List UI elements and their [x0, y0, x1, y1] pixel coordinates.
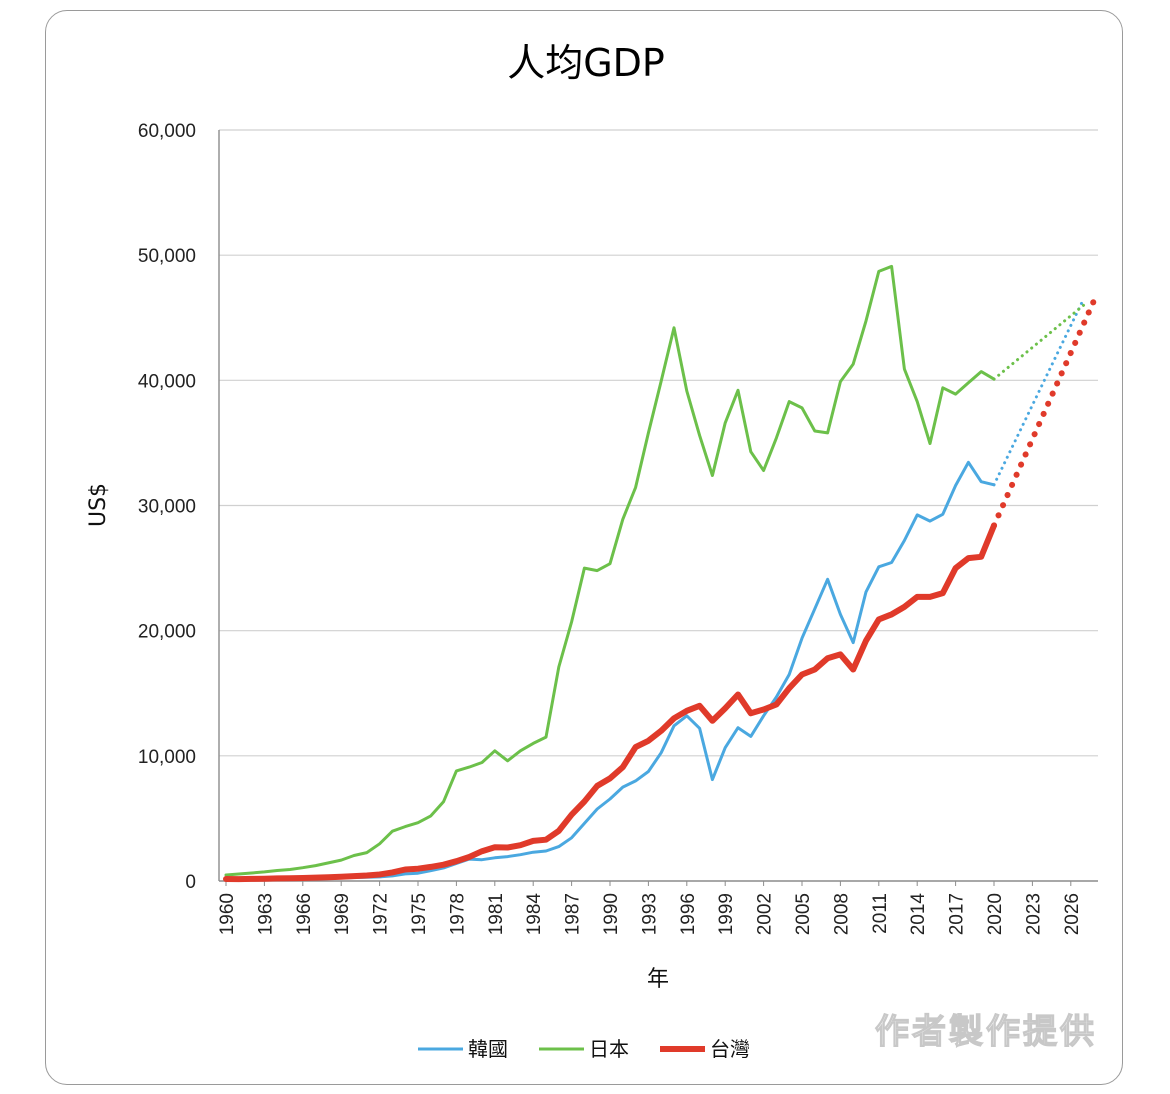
chart-title: 人均GDP — [507, 41, 665, 85]
legend-label: 台灣 — [710, 1037, 750, 1061]
y-tick-label: 30,000 — [138, 497, 196, 518]
y-tick-label: 20,000 — [138, 622, 196, 643]
x-tick-label: 1990 — [601, 893, 622, 935]
watermark-text: 作者製作提供 — [875, 1012, 1097, 1052]
x-axis-ticks: 1960 1963 1966 1969 1972 1975 1978 1981 1984 1987… — [217, 881, 1083, 935]
x-tick-label: 2008 — [831, 893, 852, 935]
projection-line-1 — [992, 297, 1086, 487]
x-tick-label: 1996 — [678, 893, 699, 935]
projection-line-5 — [991, 292, 1100, 529]
y-tick-label: 0 — [185, 872, 196, 893]
x-axis-title: 年 — [647, 967, 669, 992]
legend-label: 日本 — [589, 1037, 629, 1061]
series-line-4 — [223, 522, 997, 883]
x-tick-label: 2020 — [985, 893, 1006, 935]
y-axis-title: US$ — [86, 483, 111, 527]
y-tick-label: 40,000 — [138, 371, 196, 392]
x-tick-label: 1978 — [447, 893, 468, 935]
x-tick-label: 1960 — [217, 893, 238, 935]
y-axis-ticks: 0 10,000 20,000 30,000 40,000 50,000 60,000 — [138, 121, 196, 893]
series-lines — [223, 264, 1100, 883]
grid-lines — [218, 129, 1098, 882]
x-tick-label: 2026 — [1062, 893, 1083, 935]
x-tick-label: 1969 — [332, 893, 353, 935]
x-tick-label: 2011 — [870, 893, 891, 934]
y-tick-label: 50,000 — [138, 246, 196, 267]
legend: 韓國 日本 台灣 — [418, 1037, 750, 1061]
x-tick-label: 1972 — [371, 893, 392, 935]
y-tick-label: 10,000 — [138, 747, 196, 768]
x-tick-label: 2017 — [947, 893, 968, 935]
x-tick-label: 1999 — [716, 893, 737, 935]
series-line-0 — [224, 460, 996, 882]
y-tick-label: 60,000 — [138, 121, 196, 142]
series-line-2 — [224, 264, 996, 877]
x-tick-label: 2014 — [908, 893, 929, 936]
x-tick-label: 2002 — [755, 893, 776, 935]
x-tick-label: 2023 — [1023, 893, 1044, 935]
x-tick-label: 1981 — [486, 893, 507, 935]
x-tick-label: 1963 — [255, 893, 276, 935]
x-tick-label: 1984 — [524, 893, 545, 936]
chart-card — [45, 10, 1123, 1085]
x-tick-label: 1975 — [409, 893, 430, 935]
x-tick-label: 1966 — [294, 893, 315, 935]
x-tick-label: 1987 — [563, 893, 584, 935]
legend-label: 韓國 — [468, 1037, 508, 1061]
projection-line-3 — [992, 303, 1086, 381]
x-tick-label: 1993 — [639, 893, 660, 935]
x-tick-label: 2005 — [793, 893, 814, 935]
